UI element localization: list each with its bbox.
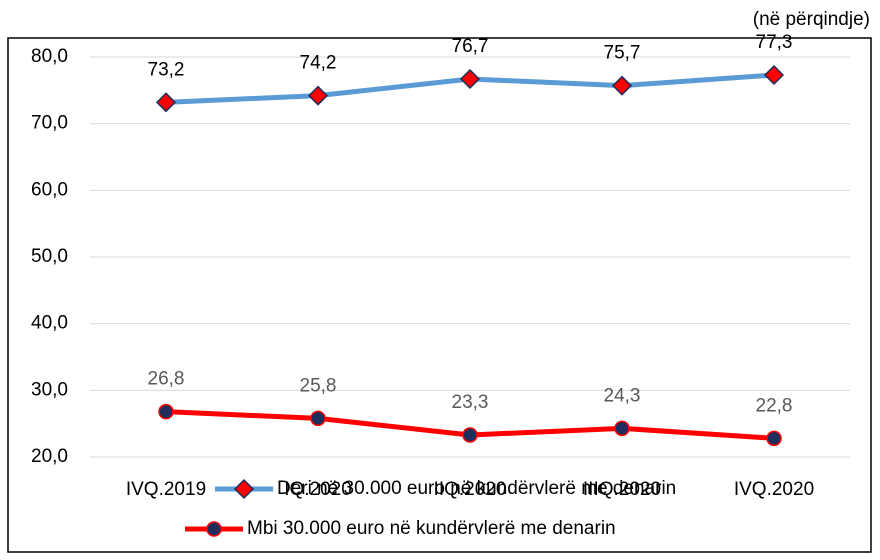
marker bbox=[158, 403, 174, 420]
data-label: 24,3 bbox=[604, 385, 641, 406]
data-label: 74,2 bbox=[300, 53, 337, 74]
data-label: 77,3 bbox=[756, 32, 793, 53]
y-tick-label: 50,0 bbox=[31, 246, 68, 267]
marker bbox=[310, 410, 326, 427]
y-tick-label: 70,0 bbox=[31, 113, 68, 134]
marker bbox=[611, 75, 633, 96]
marker bbox=[233, 478, 255, 500]
data-label: 73,2 bbox=[148, 59, 185, 80]
y-tick-label: 60,0 bbox=[31, 179, 68, 200]
x-tick-label: IQ.2020 bbox=[284, 479, 352, 500]
data-label: 26,8 bbox=[148, 369, 185, 390]
marker bbox=[459, 68, 481, 90]
data-label: 76,7 bbox=[452, 36, 489, 57]
data-label: 22,8 bbox=[756, 395, 793, 416]
x-tick-label: IVQ.2020 bbox=[734, 479, 814, 500]
marker bbox=[763, 64, 785, 86]
marker bbox=[206, 521, 222, 537]
x-tick-label: IIQ.2020 bbox=[434, 479, 507, 500]
chart-frame bbox=[7, 37, 872, 553]
data-label: 75,7 bbox=[604, 43, 641, 64]
marker bbox=[766, 430, 782, 447]
marker bbox=[462, 427, 478, 443]
y-tick-label: 30,0 bbox=[31, 379, 68, 400]
y-tick-label: 20,0 bbox=[31, 446, 68, 467]
unit-note: (në përqindje) bbox=[753, 9, 870, 30]
data-label: 23,3 bbox=[452, 392, 489, 413]
legend-label: Deri në 30.000 euro në kundërvlerë me de… bbox=[277, 478, 676, 499]
x-tick-label: IIIQ.2020 bbox=[583, 479, 661, 500]
legend-label: Mbi 30.000 euro në kundërvlerë me denari… bbox=[247, 518, 616, 539]
y-tick-label: 40,0 bbox=[31, 313, 68, 334]
y-tick-label: 80,0 bbox=[31, 46, 68, 67]
data-label: 25,8 bbox=[300, 375, 337, 396]
marker bbox=[307, 85, 329, 106]
x-tick-label: IVQ.2019 bbox=[126, 479, 206, 500]
marker bbox=[155, 92, 177, 113]
marker bbox=[614, 420, 630, 437]
